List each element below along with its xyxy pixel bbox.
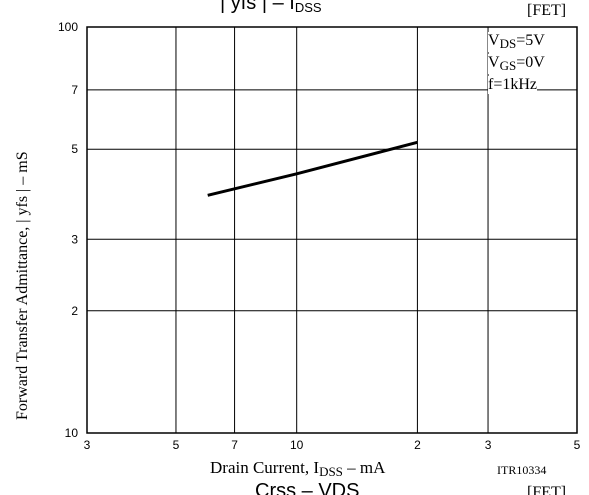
x-tick-label: 5 [173,438,180,452]
x-tick-label: 5 [574,438,581,452]
x-tick-label: 3 [84,438,91,452]
x-tick-label: 10 [290,438,304,452]
fet-tag: [FET] [527,2,567,19]
y-tick-label: 3 [71,232,78,246]
plot-frame [86,26,578,434]
next-chart-tag: [FET] [527,484,567,495]
condition-line: f=1kHz [488,76,538,94]
y-tick-label: 5 [71,142,78,156]
chart-title: | yfs | – IDSS [220,0,322,15]
condition-line: VDS=5V [488,32,545,52]
series-line [207,140,418,197]
y-tick-label: 7 [71,83,78,97]
condition-line: VGS=0V [488,54,545,74]
x-tick-label: 3 [485,438,492,452]
next-chart-title: Crss – VDS [255,480,360,495]
x-tick-label: 7 [231,438,238,452]
figure-code: ITR10334 [497,463,547,477]
y-tick-label: 100 [58,20,78,34]
y-tick-label: 2 [71,304,78,318]
x-axis-label: Drain Current, IDSS – mA [210,458,386,479]
y-tick-label: 10 [65,426,79,440]
x-tick-label: 2 [414,438,421,452]
